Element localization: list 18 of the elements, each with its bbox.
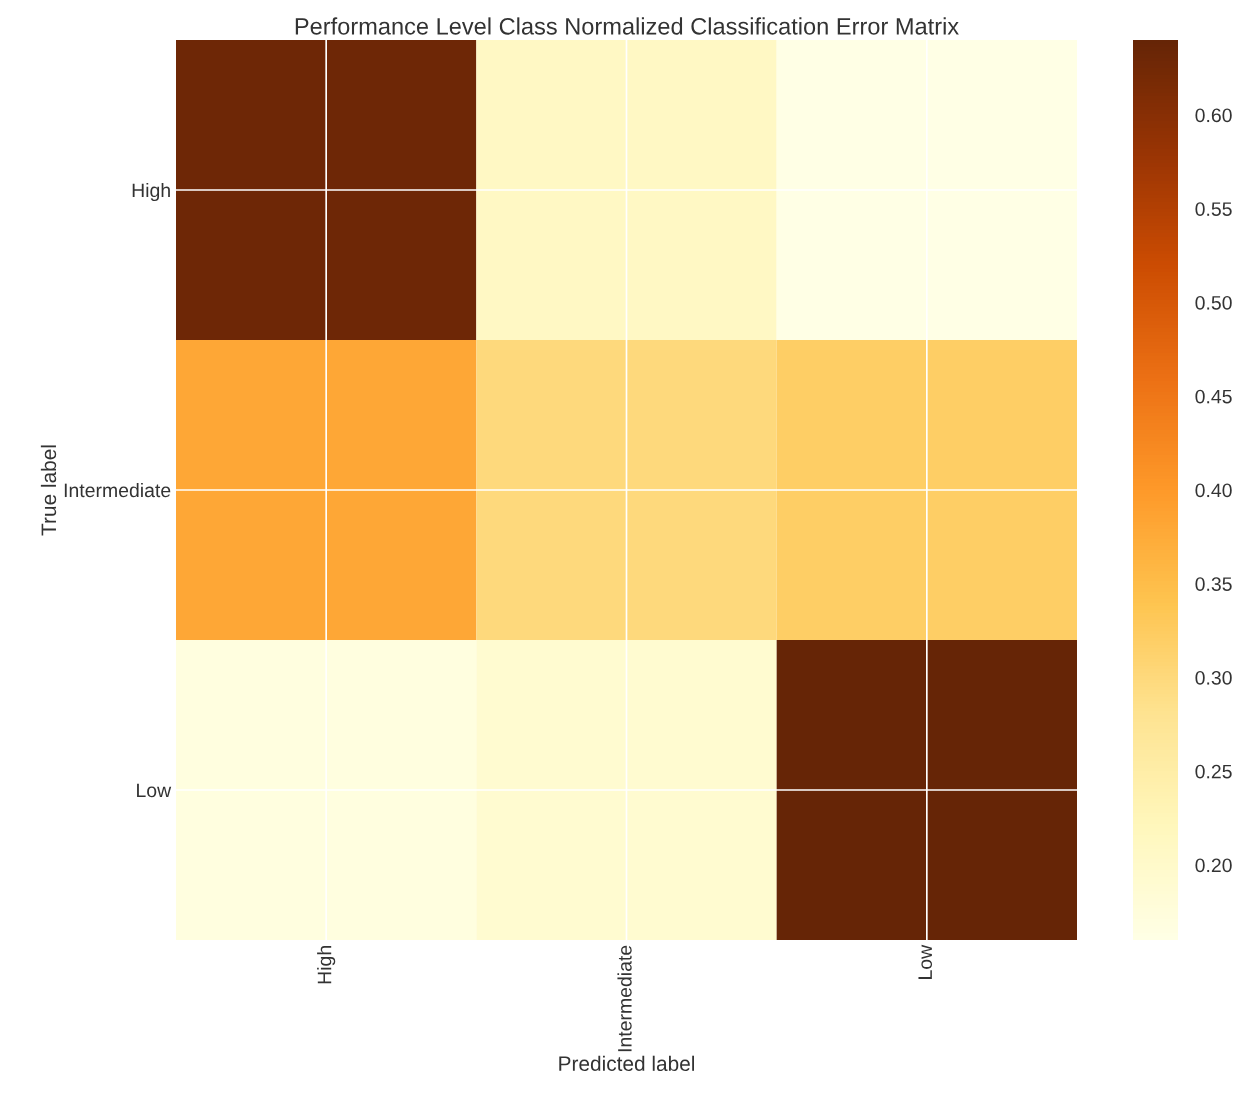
color-bar-label: 0.40 — [1195, 483, 1232, 498]
y-tick-label: Intermediate — [64, 482, 171, 498]
color-bar-label: 0.30 — [1195, 670, 1232, 685]
y-tick-label: Low — [137, 783, 172, 798]
chart-title: Performance Level Class Normalized Classification Error Matrix — [295, 17, 959, 35]
x-tick-label: Intermediate — [617, 945, 632, 1052]
y-tick-label: High — [132, 182, 170, 202]
color-bar-label: 0.45 — [1195, 389, 1232, 404]
x-tick-label: Low — [918, 944, 933, 979]
y-axis-title: True label — [40, 445, 57, 536]
color-bar-label: 0.20 — [1195, 858, 1232, 873]
color-bar-label: 0.50 — [1195, 295, 1232, 310]
color-bar-label: 0.35 — [1195, 577, 1232, 591]
x-tick-label: High — [317, 946, 336, 984]
x-axis-title: Predicted label — [559, 1055, 695, 1072]
color-bar-label: 0.60 — [1195, 108, 1232, 123]
color-bar-label: 0.55 — [1195, 202, 1232, 216]
color-bar-label: 0.25 — [1195, 764, 1232, 779]
